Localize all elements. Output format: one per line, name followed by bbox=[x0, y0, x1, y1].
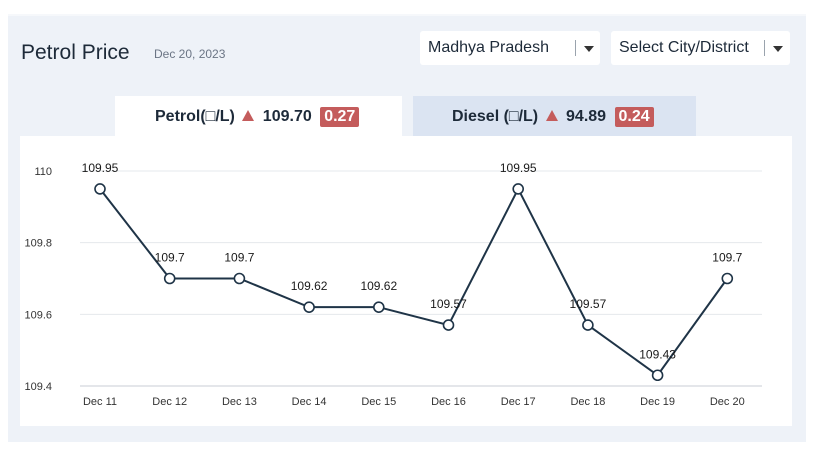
data-point bbox=[372, 301, 385, 313]
x-tick-label: Dec 19 bbox=[640, 396, 675, 408]
tab-petrol-price: 109.70 bbox=[262, 108, 312, 125]
tab-diesel[interactable]: Diesel (□/L) 94.89 0.24 bbox=[413, 96, 696, 136]
series-line bbox=[99, 186, 729, 377]
data-label: 109.62 bbox=[360, 279, 397, 293]
tab-petrol-change-badge: 0.27 bbox=[320, 107, 360, 127]
x-tick-label: Dec 18 bbox=[570, 396, 605, 408]
data-point bbox=[94, 183, 106, 195]
state-select-separator bbox=[575, 40, 576, 56]
city-select-separator bbox=[764, 40, 765, 56]
data-label: 109.57 bbox=[430, 297, 467, 311]
chevron-down-icon[interactable] bbox=[584, 46, 594, 52]
city-select[interactable]: Select City/District bbox=[611, 31, 790, 65]
data-label: 109.62 bbox=[291, 279, 328, 293]
triangle-up-icon bbox=[545, 110, 558, 121]
x-tick-label: Dec 13 bbox=[222, 396, 257, 408]
data-label: 109.95 bbox=[500, 161, 537, 175]
data-point bbox=[651, 369, 664, 382]
price-line-chart: 110 109.8 109.6 109.4 Dec 11 Dec 12 Dec 13 Dec … bbox=[24, 161, 762, 408]
chevron-down-icon[interactable] bbox=[773, 46, 783, 52]
top-divider bbox=[8, 14, 806, 16]
y-tick-label: 109.6 bbox=[24, 309, 52, 321]
data-label: 109.7 bbox=[712, 251, 742, 265]
x-tick-label: Dec 12 bbox=[152, 396, 187, 408]
state-select-value: Madhya Pradesh bbox=[428, 39, 549, 56]
city-select-value: Select City/District bbox=[619, 39, 749, 56]
tab-petrol[interactable]: Petrol(□/L) 109.70 0.27 bbox=[115, 96, 402, 136]
state-select[interactable]: Madhya Pradesh bbox=[420, 31, 600, 65]
y-tick-label: 109.4 bbox=[24, 381, 52, 393]
data-label: 109.95 bbox=[82, 161, 119, 175]
tab-diesel-label: Diesel (□/L) bbox=[452, 108, 539, 125]
chart-panel: 110 109.8 109.6 109.4 Dec 11 Dec 12 Dec 13 Dec … bbox=[20, 136, 792, 426]
tab-diesel-price: 94.89 bbox=[566, 108, 607, 125]
tab-petrol-label: Petrol(□/L) bbox=[155, 108, 235, 125]
data-label: 109.7 bbox=[155, 251, 185, 265]
triangle-up-icon bbox=[242, 110, 255, 121]
y-tick-label: 110 bbox=[34, 166, 52, 178]
y-tick-label: 109.8 bbox=[24, 238, 52, 250]
x-tick-label: Dec 17 bbox=[501, 396, 536, 408]
data-point bbox=[582, 319, 594, 331]
data-point bbox=[163, 272, 176, 285]
x-tick-label: Dec 15 bbox=[361, 396, 396, 408]
x-tick-label: Dec 14 bbox=[292, 396, 327, 408]
data-label: 109.57 bbox=[570, 297, 607, 311]
data-point bbox=[442, 319, 455, 331]
data-point bbox=[233, 272, 246, 285]
data-point bbox=[721, 272, 734, 285]
price-date: Dec 20, 2023 bbox=[154, 47, 226, 61]
page-title: Petrol Price bbox=[21, 41, 130, 64]
data-point bbox=[512, 183, 525, 195]
data-point bbox=[303, 301, 315, 313]
x-tick-label: Dec 20 bbox=[710, 396, 745, 408]
price-card: Petrol Price Dec 20, 2023 Madhya Pradesh… bbox=[8, 14, 806, 442]
data-label: 109.7 bbox=[224, 251, 254, 265]
data-label: 109.43 bbox=[639, 347, 676, 361]
tab-diesel-change-badge: 0.24 bbox=[614, 107, 654, 127]
x-tick-label: Dec 11 bbox=[83, 396, 117, 408]
x-tick-label: Dec 16 bbox=[431, 396, 466, 408]
